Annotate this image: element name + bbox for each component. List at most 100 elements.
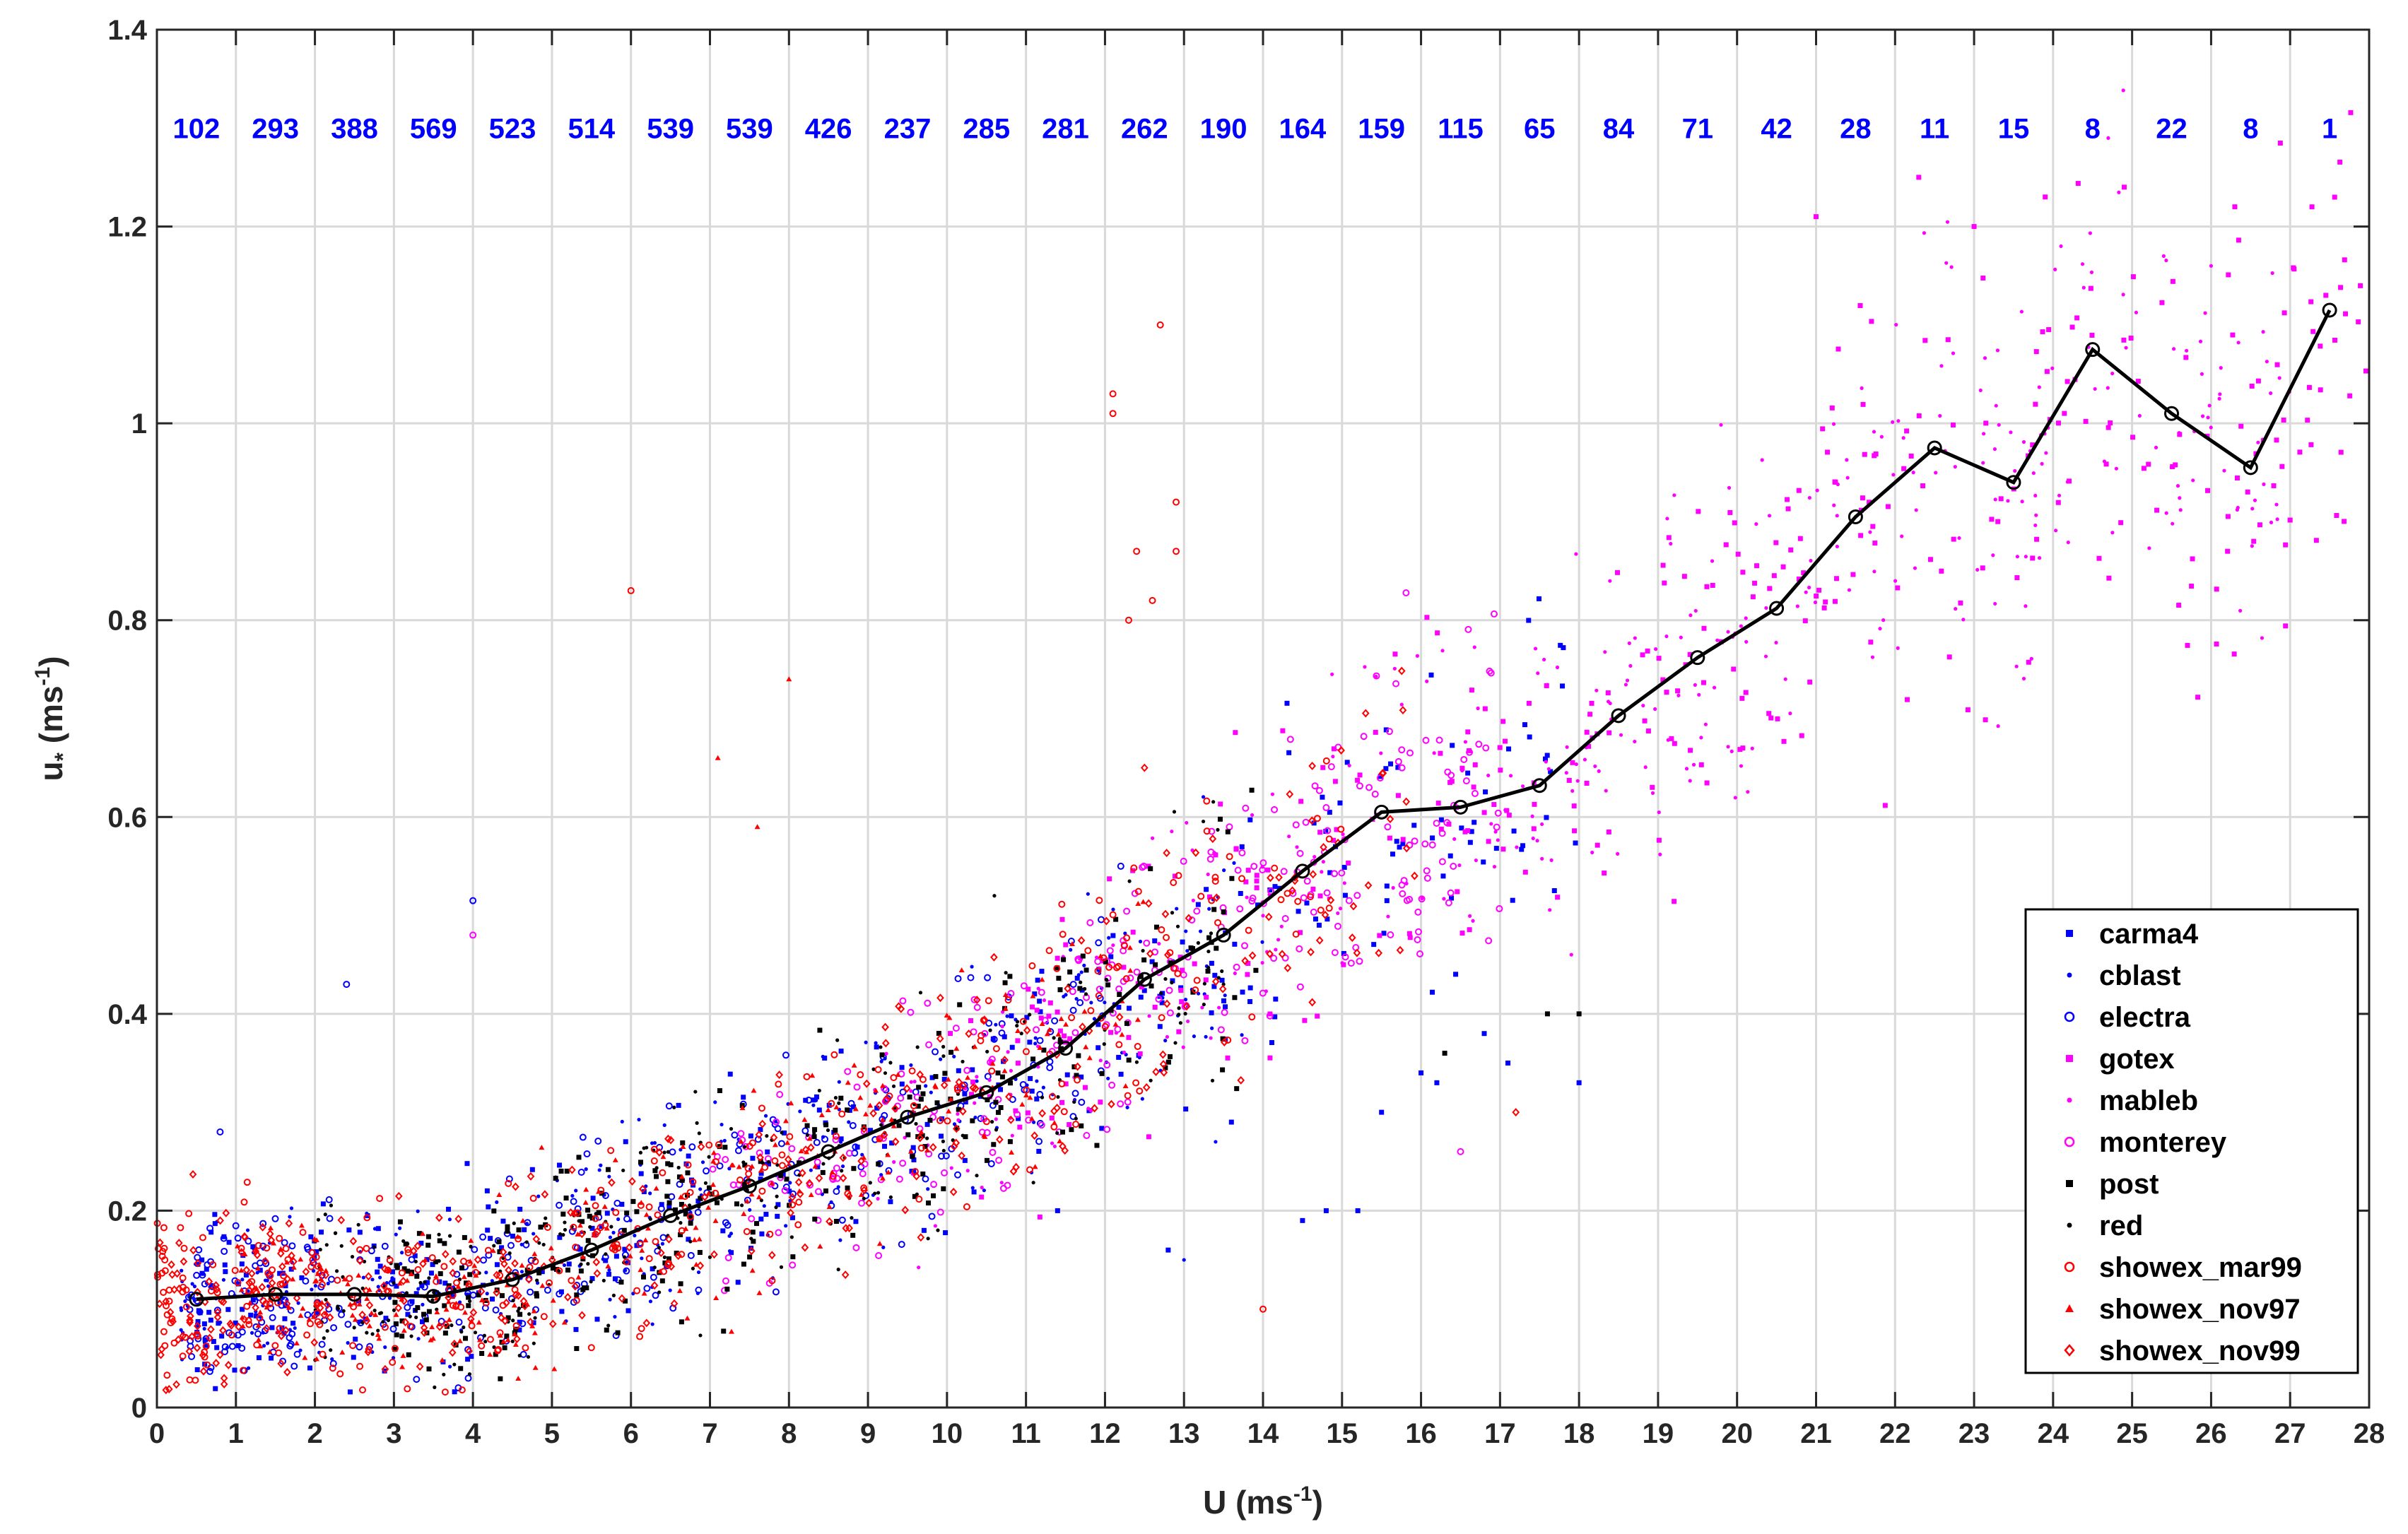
data-point [179, 1274, 187, 1282]
data-point [921, 1227, 927, 1233]
data-point [1045, 947, 1053, 955]
data-point [495, 1200, 499, 1204]
data-point [2277, 141, 2283, 146]
data-point [375, 1256, 380, 1262]
data-point [1223, 993, 1227, 998]
data-point [1207, 848, 1215, 856]
data-point [1204, 1034, 1208, 1039]
data-point [1398, 764, 1406, 772]
data-point [876, 1241, 883, 1246]
data-point [952, 1025, 960, 1032]
data-point [1049, 1115, 1055, 1121]
data-point [871, 1067, 876, 1071]
data-point [1086, 919, 1094, 926]
data-point [2308, 299, 2314, 305]
data-point [1775, 716, 1780, 721]
data-point [694, 1208, 702, 1216]
data-point [965, 1075, 971, 1080]
data-point [665, 1161, 671, 1167]
data-point [469, 931, 477, 939]
data-point [788, 1145, 796, 1152]
data-point [311, 1269, 316, 1273]
data-point [232, 1367, 237, 1373]
data-point [394, 1232, 398, 1237]
data-point [599, 1163, 603, 1167]
data-point [1544, 753, 1550, 758]
data-point [1086, 892, 1090, 896]
data-point [754, 1221, 760, 1227]
data-point [1845, 458, 1849, 462]
data-point [1076, 1053, 1081, 1058]
data-point [426, 1366, 432, 1371]
data-point [698, 1333, 703, 1338]
data-point [356, 1246, 364, 1253]
data-point [634, 1243, 640, 1249]
data-point [350, 1255, 355, 1259]
data-point [1991, 553, 1995, 557]
legend-item-showex_nov97: showex_nov97 [2065, 1294, 2301, 1325]
data-point [1795, 604, 1799, 608]
data-point [881, 1022, 889, 1032]
data-point [1028, 1075, 1033, 1081]
data-point [1347, 763, 1351, 768]
data-point [1255, 902, 1261, 908]
data-point [628, 1176, 636, 1186]
data-point [409, 1299, 415, 1304]
data-point [766, 1160, 770, 1164]
data-point [1019, 1102, 1026, 1107]
data-point [998, 1029, 1006, 1037]
data-point [466, 1294, 471, 1300]
data-point [1545, 683, 1549, 687]
data-point [512, 1342, 519, 1347]
data-point [2062, 411, 2067, 416]
data-point [1428, 841, 1436, 849]
data-point [1025, 1110, 1030, 1116]
data-point [1927, 557, 1933, 562]
data-point [211, 1339, 216, 1345]
data-point [607, 1174, 611, 1179]
data-point [1993, 497, 1997, 502]
data-point [737, 1130, 745, 1138]
data-point [914, 1121, 918, 1126]
data-point [709, 1191, 715, 1197]
data-point [186, 1316, 194, 1325]
data-point [356, 1273, 362, 1278]
data-point [2096, 555, 2102, 561]
data-point [406, 1352, 411, 1357]
data-point [2121, 337, 2127, 343]
data-point [777, 1140, 785, 1147]
data-point [302, 1277, 310, 1285]
data-point [1209, 960, 1214, 966]
data-point [613, 1314, 617, 1319]
data-point [879, 1135, 887, 1143]
data-point [1980, 276, 1986, 281]
data-point [239, 1314, 245, 1320]
data-point [499, 1245, 505, 1251]
data-point [1308, 761, 1316, 770]
data-point [1807, 585, 1811, 590]
series-gotex [948, 110, 2368, 1220]
data-point [1115, 1013, 1124, 1022]
x-tick-label: 13 [1168, 1418, 1200, 1449]
data-point [899, 1065, 905, 1070]
data-point [703, 1167, 710, 1175]
data-point [1098, 1099, 1103, 1105]
data-point [1379, 1109, 1385, 1115]
data-point [711, 1150, 717, 1155]
legend-label: post [2099, 1169, 2159, 1200]
data-point [879, 1116, 886, 1123]
data-point [1334, 827, 1339, 832]
data-point [1033, 1042, 1038, 1046]
data-point [934, 1100, 940, 1106]
data-point [2044, 369, 2050, 374]
data-point [736, 1176, 744, 1184]
data-point [1031, 1181, 1035, 1185]
data-point [2114, 466, 2118, 471]
data-point [2021, 439, 2026, 444]
data-point [1945, 337, 1951, 343]
data-point [758, 1171, 764, 1176]
data-point [1277, 896, 1285, 904]
data-point [1781, 738, 1787, 744]
data-point [218, 1320, 223, 1325]
data-point [853, 1219, 859, 1225]
